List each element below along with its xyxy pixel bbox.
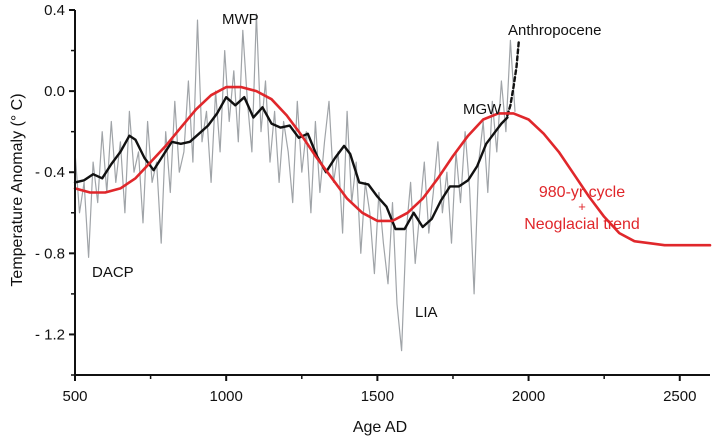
x-axis-title: Age AD [353, 419, 407, 436]
y-tick-label: - 0.4 [35, 164, 65, 181]
x-tick-label: 500 [62, 388, 87, 405]
annotation-dacp: DACP [92, 264, 134, 281]
y-axis-title: Temperature Anomaly (° C) [9, 93, 26, 286]
series-proxy-record [74, 13, 516, 352]
series-instrumental-dashed [506, 39, 521, 117]
annotation-mwp: MWP [222, 11, 259, 28]
annotation-cycle-plus: + [578, 199, 586, 214]
y-tick-label: - 1.2 [35, 326, 65, 343]
ticks: 0.4 0.0 - 0.4 - 0.8 - 1.2 500 1000 1500 2000 2500 [35, 2, 696, 405]
annotation-lia: LIA [415, 304, 438, 321]
x-tick-label: 1500 [361, 388, 394, 405]
annotation-anthropocene: Anthropocene [508, 22, 601, 39]
annotation-mgw: MGW [463, 101, 502, 118]
annotation-cycle-line1: 980-yr cycle [539, 184, 625, 201]
x-tick-label: 2000 [512, 388, 545, 405]
series-smoothed-record [73, 96, 509, 231]
y-tick-label: 0.4 [44, 2, 65, 19]
series-layer [73, 13, 712, 352]
y-tick-label: 0.0 [44, 83, 65, 100]
annotation-cycle-line2: Neoglacial trend [524, 216, 640, 233]
x-tick-label: 1000 [210, 388, 243, 405]
x-tick-label: 2500 [663, 388, 696, 405]
series-980yr-cycle [73, 85, 712, 247]
y-tick-label: - 0.8 [35, 245, 65, 262]
